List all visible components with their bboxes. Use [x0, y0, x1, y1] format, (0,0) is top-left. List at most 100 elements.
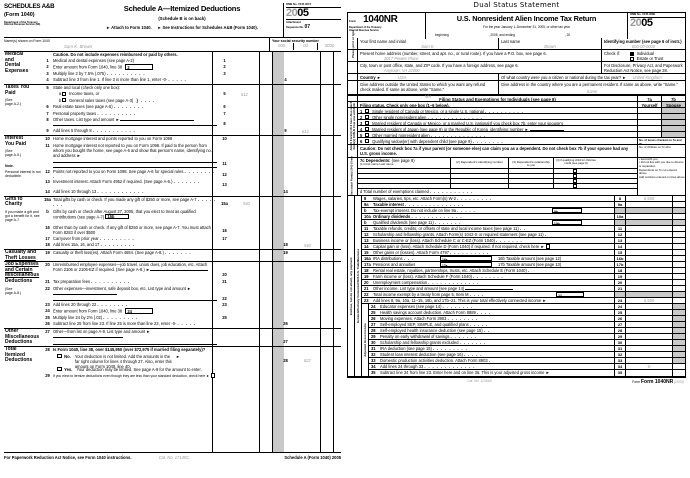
line-23-value[interactable]: 6,500: [625, 297, 672, 303]
filing-option-6[interactable]: 6 Qualifying widow(er) with dependent ch…: [358, 138, 685, 146]
filing-option-5[interactable]: 5 Other married nonresident alien . . . …: [358, 132, 685, 138]
city-cell[interactable]: City, town or post office, state, and ZI…: [358, 62, 601, 73]
yes-label: Yes.: [64, 366, 73, 372]
dependents-label: 7c Dependents:: [360, 158, 391, 164]
checkbox-schedule-d-not-required[interactable]: [545, 244, 551, 249]
line-28-value[interactable]: 822: [304, 357, 311, 363]
line-23-row: 23 Add lines 20 through 22 . . . . . . .…: [42, 302, 341, 309]
checkbox-filing-6[interactable]: [365, 139, 370, 143]
line-5-value[interactable]: 612: [241, 91, 248, 97]
income-line-20: 20 Unemployment compensation . . . . . . …: [362, 279, 685, 286]
checkbox-elect-itemize[interactable]: [210, 373, 216, 378]
country-cell[interactable]: Country ► USA: [358, 74, 498, 80]
citizen-value[interactable]: United Kingdom: [632, 74, 662, 80]
country-value[interactable]: USA: [398, 74, 407, 80]
line-number-box: 18: [614, 267, 625, 273]
dep-col3-header: (3) Dependent's relationship to you: [508, 157, 553, 168]
period-begin: beginning: [435, 32, 449, 37]
line-15a-value[interactable]: 540: [243, 200, 250, 206]
ssn-part-1[interactable]: 000: [278, 42, 285, 48]
omb-number: OMB No. 1545-0074: [286, 3, 341, 8]
section-job-expenses: Job Expenses and Certain Miscellaneous D…: [4, 262, 341, 330]
refund-value[interactable]: N/A: [424, 93, 432, 99]
line-number-box: 15: [614, 249, 625, 255]
line-34-value[interactable]: -0-: [625, 363, 672, 369]
refund-address-cell[interactable]: Give address outside the United States t…: [358, 81, 498, 99]
inner-line-number: 24: [127, 308, 132, 314]
address-value[interactable]: 2017 Pewter Place: [384, 55, 419, 61]
line-28-yes-option: Yes. Your deduction may be limited. See …: [42, 366, 341, 374]
caution-text: Caution: Do not check box 7a if your par…: [360, 145, 629, 156]
dependent-row[interactable]: [358, 178, 637, 184]
line-text: Student loan interest deduction (see pag…: [380, 352, 463, 358]
dependent-row[interactable]: [358, 173, 637, 179]
ssn-part-3[interactable]: 0000: [317, 42, 341, 50]
checkbox-child-credit[interactable]: [573, 169, 578, 174]
line-number: 15: [364, 250, 369, 256]
exempt-box-header: No. of boxes checked on 7a and 7b: [637, 138, 685, 146]
line-8-value[interactable]: 6,500: [625, 195, 672, 201]
line-number-box: 9a: [614, 201, 625, 207]
id-value[interactable]: 000-00-0000: [631, 43, 656, 49]
filing-option-2[interactable]: 2 Other single nonresident alien . . . .…: [358, 114, 685, 120]
dependent-row[interactable]: [358, 168, 637, 174]
checkbox-income-taxes[interactable]: [62, 91, 67, 96]
irs-label: Internal Revenue Service: [4, 23, 35, 27]
line-number: 33: [371, 358, 376, 364]
filing-option-1[interactable]: 1 Single resident of Canada or Mexico, o…: [358, 108, 685, 114]
line-text: Total income exempt by a treaty from pag…: [373, 292, 469, 298]
heading-line: Itemized: [5, 351, 26, 358]
checkbox-individual[interactable]: [630, 51, 634, 56]
last-name-value[interactable]: Brown: [544, 43, 556, 49]
citizen-label: Of what country were you a citizen or na…: [501, 74, 627, 80]
checkbox-estate-trust[interactable]: [630, 56, 634, 61]
address-cell[interactable]: Present home address (number, street, an…: [358, 50, 601, 61]
permanent-value[interactable]: Same: [586, 88, 598, 94]
line-number: b: [364, 220, 367, 226]
identifying-number-cell[interactable]: Identifying number (see page 6 of instr.…: [601, 38, 685, 49]
year-suffix: 05: [641, 17, 653, 29]
citizenship-cell[interactable]: Of what country were you a citizen or na…: [498, 74, 685, 80]
checkbox-sales-taxes[interactable]: [62, 98, 67, 102]
option-text: Qualifying widow(er) with dependent chil…: [372, 138, 472, 144]
line-18-value[interactable]: 540: [304, 242, 311, 248]
dependents-block: Also attach Form(s) 1042-S here 7c Depen…: [348, 156, 685, 196]
line-number-box: 11: [614, 225, 625, 231]
checkbox-filing-5[interactable]: [365, 133, 370, 137]
checkbox-filing-3[interactable]: [365, 121, 370, 125]
line-number: 34: [371, 364, 376, 370]
dependents-not-entered: Dependents on 7c not entered above: [639, 167, 677, 176]
heading-line: Miscellaneous: [5, 272, 40, 279]
line-14-row: 14 Add lines 10 through 13 . . . . . . .…: [42, 189, 341, 196]
attach-instruction: ► Attach to Form 1040.: [106, 25, 152, 30]
checkbox-child-credit[interactable]: [573, 184, 578, 189]
nr-personal-info: Please print or type Your first name and…: [347, 30, 686, 99]
section-interest: Interest You Paid (See page A-5.) Note. …: [4, 135, 341, 197]
line-1-text: Medical and dental expenses (see page A-…: [53, 57, 135, 63]
checkbox-may-be-limited[interactable]: [57, 366, 62, 372]
checkbox-filing-2[interactable]: [365, 115, 370, 119]
line-7-text: Personal property taxes: [53, 110, 97, 116]
line-number: 26: [371, 316, 376, 322]
first-name-cell[interactable]: Your first name and initial Sam K.: [358, 38, 498, 49]
city-value[interactable]: Anytown, VA 22000: [384, 67, 420, 73]
checkbox-filing-4[interactable]: [365, 127, 370, 131]
checkbox-child-credit[interactable]: [573, 174, 578, 179]
ssn-part-2[interactable]: 00: [293, 42, 317, 50]
filing-option-4[interactable]: 4 Married resident of Japan (see page 9)…: [358, 126, 685, 132]
dependent-row[interactable]: [358, 183, 637, 189]
filing-option-3[interactable]: 3 Married resident of Canada or Mexico, …: [358, 120, 685, 126]
checkbox-not-limited[interactable]: [57, 353, 62, 359]
option-number: 1: [360, 108, 363, 114]
country-label: Country ►: [360, 74, 381, 80]
line-9-value[interactable]: 612: [302, 128, 309, 134]
permanent-address-cell[interactable]: Give address in the country where you ar…: [498, 81, 685, 94]
first-name-value[interactable]: Sam K.: [421, 43, 435, 49]
agi-line-25: 25 Health savings account deduction. Atta…: [369, 309, 685, 316]
name-value[interactable]: Sam K. Brown: [64, 44, 93, 49]
option-text: Single resident of Canada or Mexico, or …: [372, 108, 484, 114]
checkbox-filing-1[interactable]: [365, 109, 370, 113]
last-name-cell[interactable]: Last name Brown: [498, 38, 601, 49]
checkbox-child-credit[interactable]: [573, 179, 578, 184]
dep-col1-header: (1) First name Last name: [360, 162, 394, 167]
